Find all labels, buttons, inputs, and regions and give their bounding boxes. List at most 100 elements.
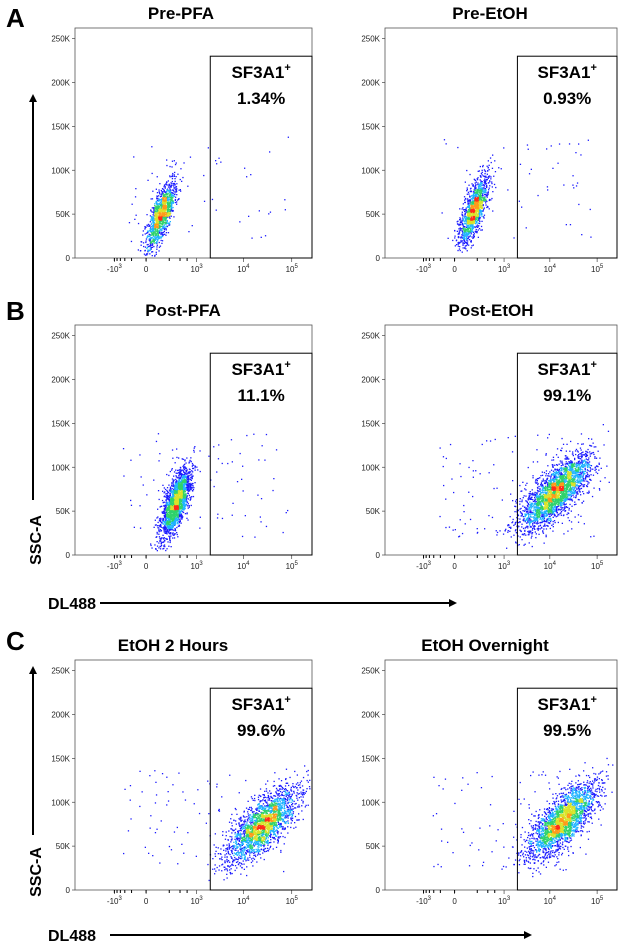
event-dot [153,232,155,234]
event-dot [167,528,169,530]
event-dot [181,494,183,496]
event-dot [460,240,462,243]
event-dot [492,191,494,193]
event-dot [171,485,173,487]
event-dot [478,222,481,225]
event-dot [473,207,475,209]
event-dot [488,515,490,517]
event-dot [165,519,167,521]
event-dot [269,211,272,213]
event-dot [251,237,253,239]
event-dot [186,512,188,514]
event-dot [515,502,517,504]
event-dot [165,234,167,236]
event-dot [166,211,169,213]
event-dot [478,200,481,203]
event-dot [491,516,494,519]
event-dot [163,208,165,210]
event-dot [468,215,470,217]
event-dot [482,204,484,206]
event-dot [157,508,159,510]
event-dot [172,512,174,514]
event-dot [467,216,469,219]
event-dot [169,503,171,505]
event-dot [590,479,592,481]
event-dot [467,203,469,205]
event-dot [150,210,152,212]
event-dot [463,235,466,237]
event-dot [154,234,157,236]
event-dot [557,521,559,524]
event-dot [468,226,470,228]
event-dot [170,504,172,506]
event-dot [147,225,149,227]
event-dot [175,511,177,513]
event-dot [485,198,487,200]
event-dot [477,177,479,179]
event-dot [207,147,209,149]
event-dot [190,504,192,507]
event-dot [155,207,157,209]
event-dot [465,211,467,214]
event-dot [182,502,184,504]
event-dot [174,530,177,532]
event-dot [185,496,187,498]
event-dot [445,526,447,529]
event-dot [177,493,180,495]
event-dot [175,521,177,523]
event-dot [467,211,469,213]
event-dot [560,449,562,451]
event-dot [163,206,166,208]
event-dot [183,481,186,484]
event-dot [474,215,476,218]
event-dot [192,490,194,492]
event-dot [493,183,496,186]
event-dot [502,533,505,535]
event-dot [158,214,161,216]
event-dot [168,214,170,216]
event-dot [473,235,475,237]
event-dot [155,225,157,227]
event-dot [469,220,471,222]
event-dot [482,199,484,201]
event-dot [184,478,186,480]
event-dot [187,481,189,484]
event-dot [180,476,182,478]
event-dot [184,488,186,490]
y-tick-label: 0 [376,254,381,263]
event-dot [479,214,481,216]
event-dot [172,192,174,194]
event-dot [159,529,161,531]
event-dot [177,469,179,472]
event-dot [177,519,179,521]
event-dot [170,528,172,530]
event-dot [174,517,177,519]
event-dot [150,544,152,547]
event-dot [193,487,195,489]
event-dot [147,179,149,181]
event-dot [162,201,164,203]
event-dot [569,450,571,452]
event-dot [157,213,159,215]
event-dot [163,210,166,213]
event-dot [178,496,180,498]
event-dot [158,525,160,527]
event-dot [581,443,583,445]
panel-letter-a: A [6,3,25,33]
event-dot [166,225,168,227]
event-dot [172,537,174,539]
event-dot [164,200,166,202]
event-dot [462,217,464,219]
event-dot [168,535,170,537]
event-dot [169,499,171,501]
event-dot [164,191,167,194]
event-dot [181,458,183,460]
event-dot [180,168,182,170]
event-dot [169,536,171,538]
event-dot [168,502,171,505]
event-dot [269,151,271,153]
event-dot [466,209,468,212]
event-dot [477,531,479,534]
event-dot [166,520,168,522]
event-dot [157,224,159,226]
